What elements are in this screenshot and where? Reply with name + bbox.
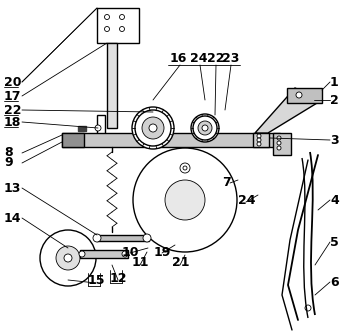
- Circle shape: [191, 114, 219, 142]
- Text: 12: 12: [110, 271, 127, 285]
- Bar: [97, 235, 149, 241]
- Text: 17: 17: [4, 89, 22, 102]
- Text: 9: 9: [4, 157, 13, 169]
- Circle shape: [132, 107, 174, 149]
- Text: 22: 22: [207, 51, 224, 65]
- Circle shape: [120, 14, 125, 19]
- Circle shape: [277, 146, 281, 150]
- Text: 19: 19: [154, 246, 171, 258]
- Text: 10: 10: [122, 246, 139, 258]
- Circle shape: [183, 166, 187, 170]
- Circle shape: [133, 148, 237, 252]
- Circle shape: [104, 14, 109, 19]
- Circle shape: [79, 251, 85, 257]
- Circle shape: [149, 124, 157, 132]
- Circle shape: [202, 125, 208, 131]
- Circle shape: [198, 121, 212, 135]
- Bar: [253, 133, 269, 147]
- Text: 3: 3: [330, 133, 339, 146]
- Circle shape: [95, 125, 101, 131]
- Text: 5: 5: [330, 236, 339, 249]
- Text: 4: 4: [330, 194, 339, 207]
- Polygon shape: [255, 88, 322, 133]
- Bar: [273, 133, 291, 155]
- Bar: [287, 88, 322, 103]
- Circle shape: [257, 138, 261, 142]
- Circle shape: [165, 180, 205, 220]
- Circle shape: [277, 136, 281, 140]
- Bar: [97, 8, 139, 43]
- Circle shape: [40, 230, 96, 286]
- Circle shape: [120, 27, 125, 32]
- Text: 18: 18: [4, 116, 21, 128]
- Text: 24: 24: [238, 194, 256, 207]
- Text: 20: 20: [4, 76, 22, 88]
- Text: 14: 14: [4, 211, 22, 224]
- Circle shape: [142, 117, 164, 139]
- Circle shape: [257, 142, 261, 146]
- Text: 21: 21: [172, 256, 189, 269]
- Bar: [80, 250, 128, 258]
- Text: 15: 15: [88, 275, 105, 288]
- Text: 6: 6: [330, 276, 339, 289]
- Circle shape: [122, 251, 128, 257]
- Text: 13: 13: [4, 181, 21, 195]
- Text: 22: 22: [4, 103, 22, 117]
- Circle shape: [296, 92, 302, 98]
- Text: 7: 7: [222, 175, 231, 188]
- Circle shape: [93, 234, 101, 242]
- Circle shape: [305, 305, 311, 311]
- Circle shape: [56, 246, 80, 270]
- Circle shape: [180, 163, 190, 173]
- Text: 8: 8: [4, 146, 13, 160]
- Circle shape: [257, 134, 261, 138]
- Text: 16: 16: [170, 51, 187, 65]
- Circle shape: [104, 27, 109, 32]
- Text: 1: 1: [330, 76, 339, 88]
- Bar: [62, 133, 280, 147]
- Circle shape: [277, 141, 281, 145]
- Text: 23: 23: [222, 51, 239, 65]
- Bar: [78, 126, 86, 131]
- Bar: [62, 133, 84, 147]
- Circle shape: [143, 234, 151, 242]
- Text: 24: 24: [190, 51, 207, 65]
- Bar: [97, 115, 105, 135]
- Bar: [107, 43, 117, 128]
- Circle shape: [135, 110, 171, 146]
- Text: 2: 2: [330, 93, 339, 107]
- Text: 11: 11: [132, 256, 149, 269]
- Circle shape: [193, 116, 217, 140]
- Circle shape: [64, 254, 72, 262]
